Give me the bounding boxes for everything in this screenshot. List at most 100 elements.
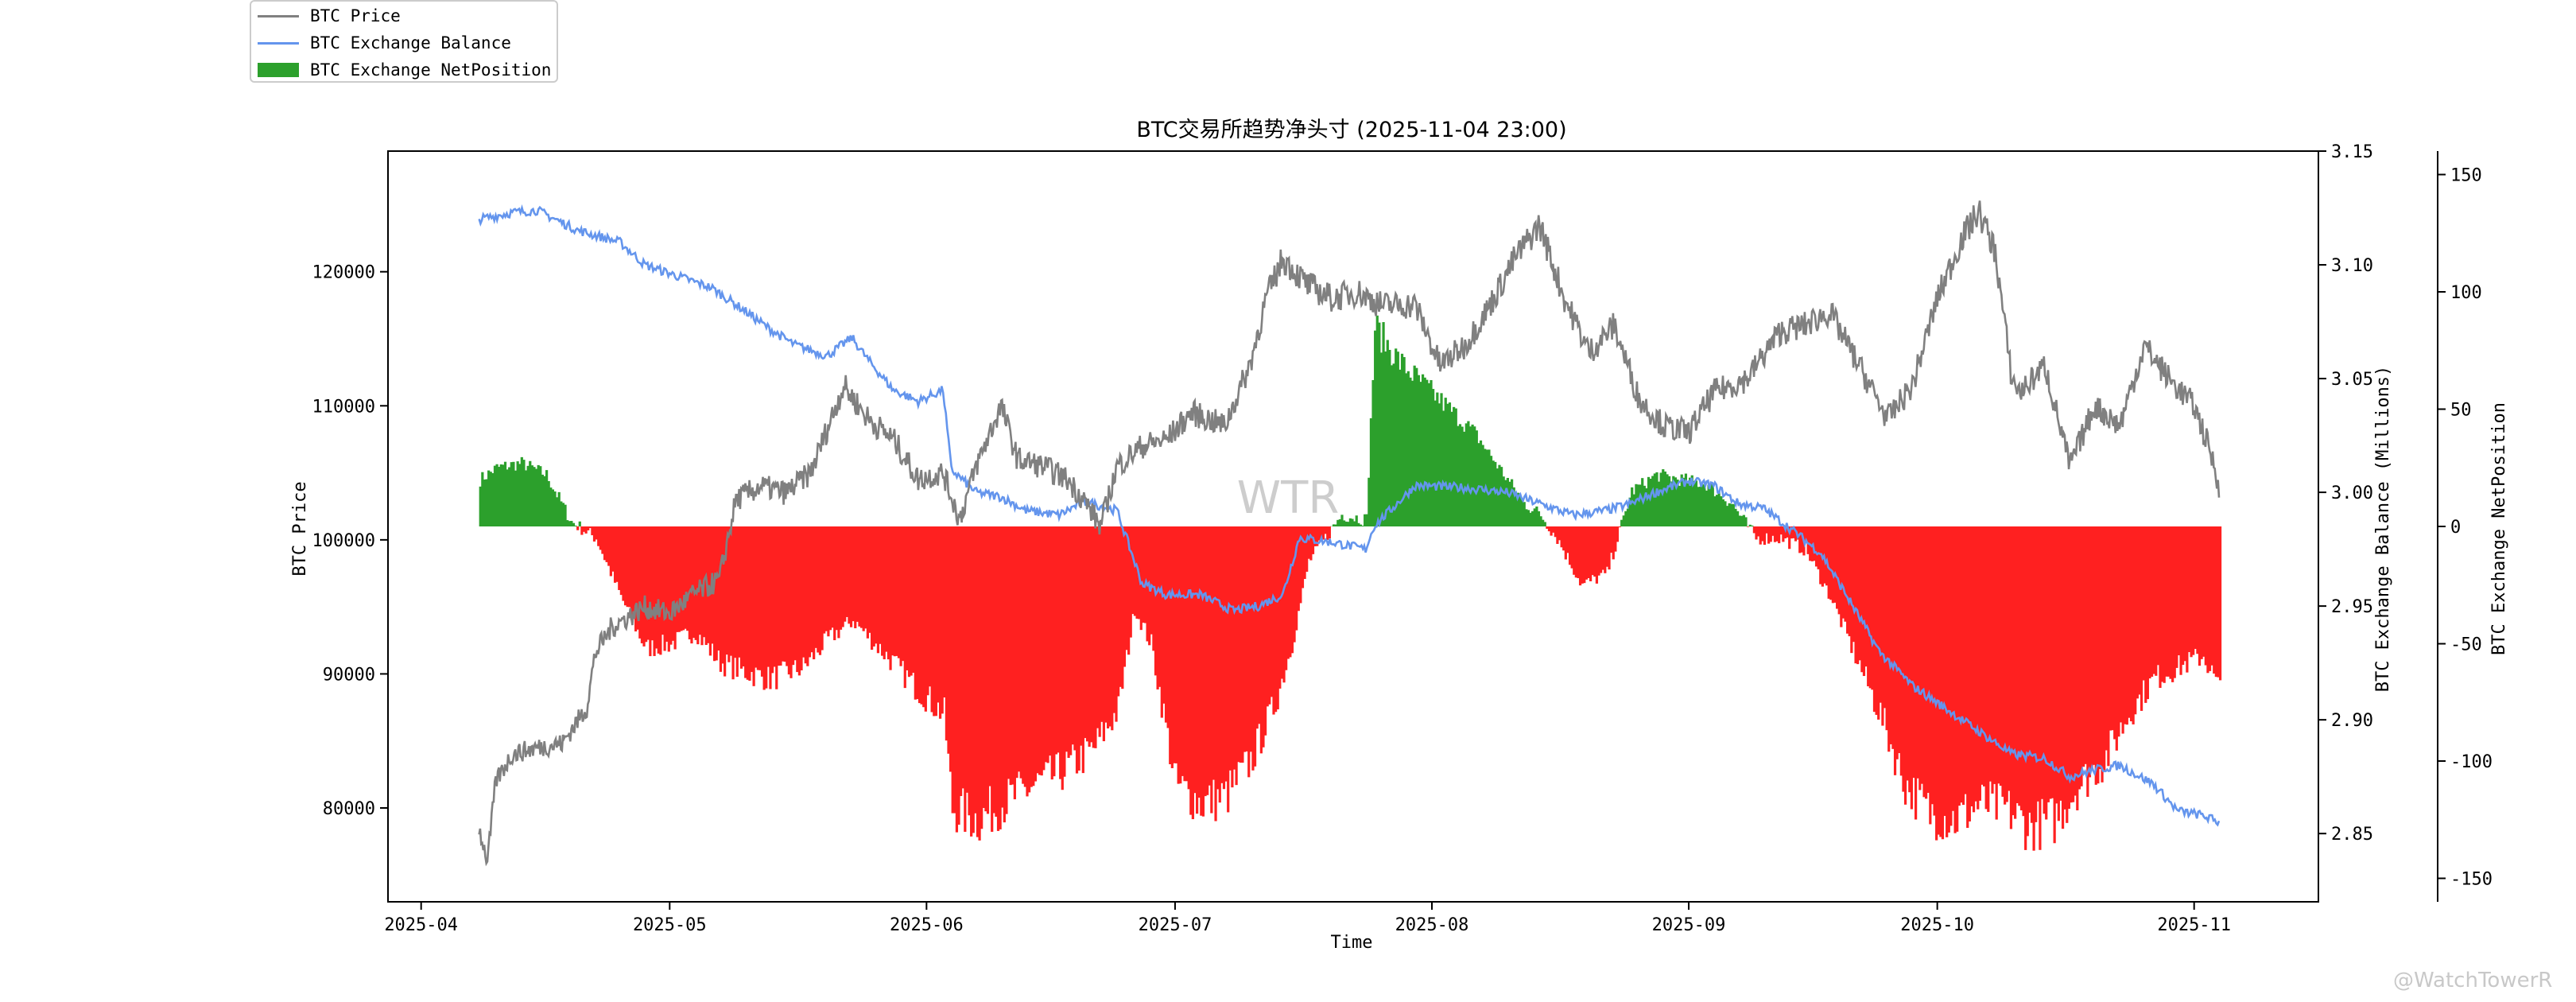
netposition-bar	[1643, 485, 1646, 526]
netposition-bar	[1568, 526, 1572, 565]
y-tick-label-right1: 2.85	[2331, 825, 2373, 845]
netposition-bar	[1539, 516, 1542, 526]
netposition-bar	[902, 526, 905, 662]
netposition-bar	[1631, 487, 1634, 526]
netposition-bar	[1054, 526, 1058, 755]
netposition-bar	[1844, 526, 1847, 622]
netposition-bar	[1657, 481, 1661, 526]
netposition-bar	[1355, 515, 1358, 526]
netposition-bar	[1982, 526, 1986, 786]
netposition-bar	[806, 526, 809, 666]
netposition-bar	[1645, 488, 1648, 526]
netposition-bar	[1693, 480, 1696, 526]
netposition-bar	[1224, 526, 1228, 782]
netposition-bar	[1550, 526, 1553, 536]
netposition-bar	[1262, 526, 1265, 748]
netposition-bar	[615, 526, 619, 582]
netposition-bar	[592, 526, 596, 542]
netposition-bar	[1879, 526, 1882, 703]
netposition-bar	[1618, 526, 1621, 528]
netposition-bar	[1375, 315, 1379, 526]
netposition-bar	[1908, 526, 1911, 793]
netposition-bar	[1115, 526, 1118, 722]
netposition-bar	[1129, 526, 1132, 638]
netposition-bar	[1169, 526, 1172, 765]
netposition-bar	[1589, 526, 1593, 581]
netposition-bar	[2055, 526, 2058, 804]
netposition-bar	[1135, 526, 1139, 619]
netposition-bar	[1912, 526, 1915, 779]
netposition-bar	[2071, 526, 2075, 802]
y-tick-label-right2: 0	[2450, 518, 2461, 538]
netposition-bar	[1266, 526, 1269, 707]
netposition-bar	[725, 526, 728, 655]
netposition-bar	[1102, 526, 1105, 742]
netposition-bar	[1477, 443, 1480, 526]
netposition-bar	[1684, 473, 1688, 526]
netposition-bar	[2077, 526, 2081, 790]
netposition-bar	[2144, 526, 2147, 703]
netposition-bar	[578, 521, 581, 526]
netposition-bar	[638, 526, 642, 639]
netposition-bar	[1734, 508, 1737, 526]
netposition-bar	[1558, 526, 1562, 541]
netposition-bar	[1941, 526, 1945, 840]
netposition-bar	[972, 526, 975, 833]
netposition-bar	[537, 464, 540, 526]
netposition-bar	[1382, 322, 1385, 526]
netposition-bar	[868, 526, 871, 633]
netposition-bar	[541, 474, 544, 526]
netposition-bar	[1468, 426, 1472, 526]
netposition-bar	[823, 526, 826, 634]
netposition-bar	[650, 526, 654, 641]
netposition-bar	[508, 467, 511, 526]
netposition-bar	[1492, 460, 1495, 526]
netposition-bar	[636, 526, 639, 630]
netposition-bar	[760, 526, 764, 677]
netposition-bar	[2208, 526, 2212, 671]
netposition-bar	[1075, 526, 1079, 774]
netposition-bar	[1253, 526, 1257, 767]
netposition-bar	[2196, 526, 2199, 654]
netposition-bar	[557, 491, 561, 526]
netposition-bar	[889, 526, 892, 670]
netposition-bar	[786, 526, 789, 666]
y-tick-label-left: 110000	[312, 397, 375, 417]
netposition-bar	[599, 526, 602, 550]
netposition-bar	[1935, 526, 1938, 841]
netposition-bar	[1112, 526, 1116, 713]
netposition-bar	[1007, 526, 1011, 779]
netposition-bar	[1053, 526, 1056, 777]
netposition-bar	[2169, 526, 2172, 679]
netposition-bar	[717, 526, 720, 651]
netposition-bar	[1587, 526, 1590, 579]
netposition-bar	[2186, 526, 2189, 673]
netposition-bar	[1270, 526, 1273, 697]
netposition-bar	[534, 468, 538, 526]
netposition-bar	[1556, 526, 1559, 544]
netposition-bar	[1597, 526, 1600, 576]
netposition-bar	[1444, 398, 1447, 526]
netposition-bar	[1027, 526, 1031, 793]
netposition-bar	[833, 526, 836, 641]
netposition-bar	[1800, 526, 1803, 553]
x-tick-label: 2025-08	[1395, 915, 1469, 935]
netposition-bar	[1895, 526, 1899, 759]
netposition-bar	[1320, 526, 1323, 542]
netposition-bar	[862, 526, 865, 631]
netposition-bar	[2057, 526, 2060, 821]
netposition-bar	[1419, 382, 1422, 526]
netposition-bar	[2066, 526, 2069, 823]
netposition-bar	[2045, 526, 2048, 820]
y-tick-label-right1: 3.05	[2331, 370, 2373, 390]
netposition-bar	[2028, 526, 2031, 813]
netposition-bar	[2161, 526, 2164, 682]
netposition-bar	[1119, 526, 1122, 687]
netposition-bar	[539, 466, 542, 526]
netposition-bar	[1467, 421, 1470, 526]
netposition-bar	[2040, 526, 2044, 799]
netposition-bar	[1860, 526, 1864, 673]
netposition-bar	[1872, 526, 1876, 713]
netposition-bar	[1181, 526, 1184, 776]
netposition-bar	[657, 526, 660, 654]
